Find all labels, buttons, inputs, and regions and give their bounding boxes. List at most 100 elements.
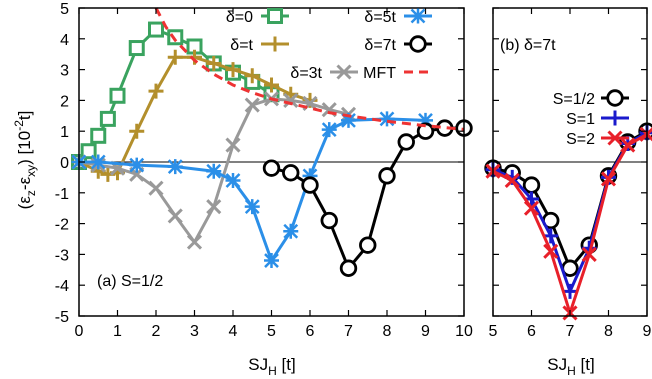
legend-entry: δ=t bbox=[230, 36, 289, 54]
data-point bbox=[129, 157, 145, 173]
data-point bbox=[378, 167, 396, 185]
x-axis-label-a: SJH [t] bbox=[248, 355, 295, 378]
data-point bbox=[321, 122, 337, 138]
data-point bbox=[543, 228, 559, 244]
data-point bbox=[504, 172, 520, 189]
panel-label-a: (a) S=1/2 bbox=[97, 273, 163, 290]
y-tick-label: 1 bbox=[60, 124, 69, 141]
x-tick-label: 5 bbox=[267, 323, 276, 340]
legend-entry: S=1 bbox=[566, 110, 629, 128]
legend-label: S=2 bbox=[566, 131, 595, 148]
legend-label: δ=3t bbox=[290, 65, 322, 82]
series-line bbox=[154, 7, 465, 131]
data-point bbox=[109, 87, 126, 104]
legend-entry: δ=0 bbox=[226, 8, 289, 26]
y-label-part: ) [10 bbox=[15, 131, 34, 165]
series-MFT bbox=[154, 7, 465, 131]
data-point bbox=[581, 246, 597, 262]
data-point bbox=[225, 62, 241, 78]
x-label-sub: H bbox=[268, 364, 277, 378]
data-point bbox=[206, 163, 222, 179]
data-point bbox=[129, 123, 145, 139]
data-point bbox=[359, 236, 377, 254]
legend-b: S=1/2 S=1 S=2 bbox=[553, 89, 629, 148]
x-tick-label: 6 bbox=[527, 323, 536, 340]
y-tick-label: -5 bbox=[55, 309, 69, 326]
data-point bbox=[523, 200, 540, 216]
data-point bbox=[264, 77, 279, 93]
y-label-sub: z bbox=[24, 190, 38, 196]
data-point bbox=[90, 154, 106, 170]
legend-label: S=1/2 bbox=[553, 91, 595, 108]
series-δ=5t bbox=[71, 111, 433, 269]
data-point bbox=[90, 127, 107, 144]
legend-label: δ=5t bbox=[364, 9, 396, 26]
data-point bbox=[620, 137, 636, 153]
x-label-part: SJ bbox=[248, 355, 268, 374]
data-point bbox=[543, 243, 559, 259]
data-point bbox=[167, 49, 183, 65]
legend-marker bbox=[607, 130, 623, 146]
x-tick-label: 2 bbox=[152, 323, 161, 340]
data-point bbox=[225, 172, 241, 188]
data-point bbox=[167, 159, 183, 175]
y-label-part: t] bbox=[15, 111, 34, 120]
y-tick-label: -2 bbox=[55, 217, 69, 234]
x-axis-label-b: SJH [t] bbox=[547, 355, 594, 378]
x-tick-label: 5 bbox=[489, 323, 498, 340]
legend-label: δ=7t bbox=[364, 37, 396, 54]
data-point bbox=[341, 112, 356, 128]
legend-a: δ=0 δ=t δ=3t δ=5t δ=7t MFT bbox=[226, 8, 432, 82]
legend-marker bbox=[267, 36, 283, 52]
legend-marker bbox=[336, 64, 352, 80]
data-point bbox=[148, 83, 164, 99]
x-tick-label: 9 bbox=[643, 323, 652, 340]
x-tick-label: 1 bbox=[113, 323, 122, 340]
x-tick-label: 0 bbox=[75, 323, 84, 340]
data-point bbox=[283, 223, 299, 239]
x-tick-label: 7 bbox=[344, 323, 353, 340]
data-point bbox=[99, 110, 116, 127]
panel-a: 0 1 2 3 4 5 6 7 8 9 10 -5 -4 -3 -2 -1 0 1 2 3 4 5 bbox=[55, 1, 473, 340]
data-point bbox=[244, 97, 260, 113]
data-point bbox=[187, 49, 202, 65]
data-point bbox=[128, 40, 145, 57]
legend-entry: δ=7t bbox=[364, 35, 432, 54]
series-δ=0 bbox=[71, 21, 280, 170]
data-point bbox=[225, 137, 241, 153]
data-point bbox=[206, 199, 222, 215]
x-tick-label: 10 bbox=[455, 323, 473, 340]
panel-label-b: (b) δ=7t bbox=[500, 37, 556, 54]
legend-entry: S=1/2 bbox=[553, 89, 629, 108]
y-label-sub: xy bbox=[24, 165, 38, 177]
x-label-part: [t] bbox=[277, 355, 296, 374]
legend-entry: δ=3t bbox=[290, 64, 358, 82]
y-axis-label: (εz-εxy) [10-2t] bbox=[12, 111, 38, 210]
data-point bbox=[283, 92, 299, 108]
y-tick-label: 5 bbox=[60, 1, 69, 18]
data-point bbox=[167, 208, 183, 224]
data-point bbox=[186, 234, 203, 250]
data-point bbox=[339, 259, 358, 277]
x-tick-label: 8 bbox=[383, 323, 392, 340]
y-tick-label: -3 bbox=[55, 247, 69, 264]
x-tick-label: 9 bbox=[421, 323, 430, 340]
y-tick-label: 2 bbox=[60, 93, 69, 110]
data-point bbox=[148, 21, 164, 38]
x-tick-label: 3 bbox=[190, 323, 199, 340]
y-tick-label: 3 bbox=[60, 63, 69, 80]
x-tick-label: 4 bbox=[229, 323, 238, 340]
x-tick-label: 6 bbox=[306, 323, 315, 340]
x-label-part: SJ bbox=[547, 355, 567, 374]
data-point bbox=[302, 168, 318, 184]
data-point bbox=[397, 133, 415, 151]
legend-marker bbox=[607, 110, 623, 126]
legend-marker bbox=[267, 8, 283, 24]
data-point bbox=[148, 180, 164, 196]
data-point bbox=[80, 143, 97, 160]
legend-label: δ=t bbox=[230, 37, 253, 54]
x-label-sub: H bbox=[567, 364, 576, 378]
legend-marker bbox=[606, 89, 624, 107]
legend-label: MFT bbox=[363, 65, 396, 82]
